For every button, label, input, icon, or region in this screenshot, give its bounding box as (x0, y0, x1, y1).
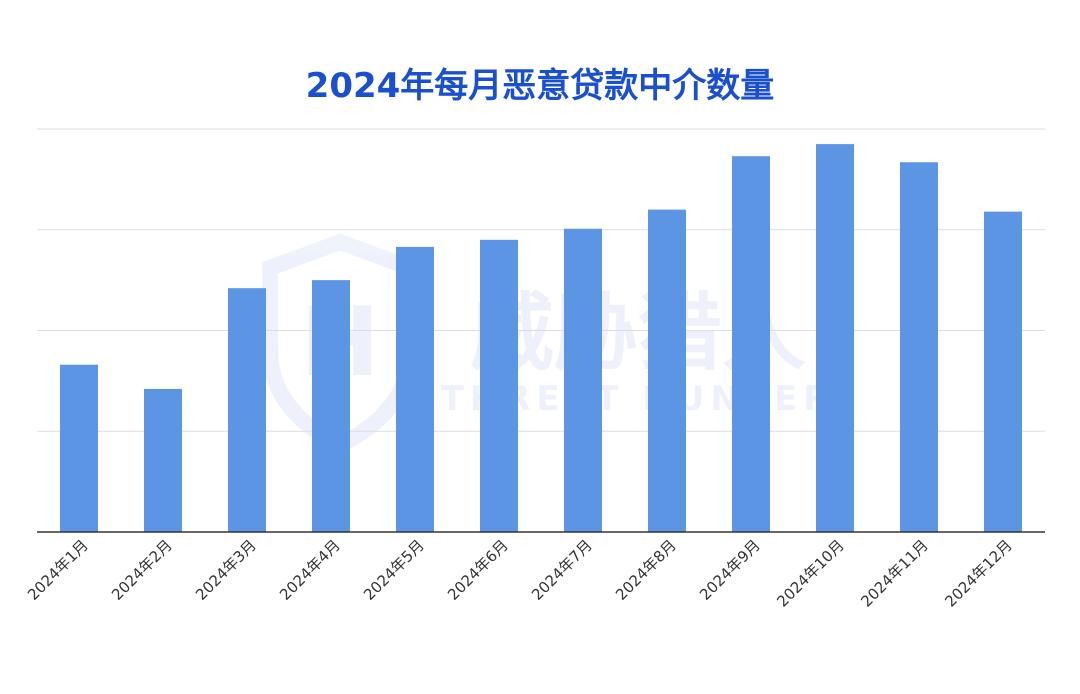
x-tick-label: 2024年11月 (857, 536, 931, 610)
x-tick-label: 2024年10月 (773, 536, 847, 610)
bar-12 (984, 211, 1022, 533)
x-tick-label: 2024年1月 (24, 536, 92, 604)
x-tick-label: 2024年5月 (360, 536, 428, 604)
bar-7 (564, 228, 602, 532)
bar-3 (228, 288, 266, 532)
bar-4 (312, 280, 350, 532)
bar-8 (648, 209, 686, 532)
x-tick-label: 2024年12月 (941, 536, 1015, 610)
x-tick-label: 2024年4月 (276, 536, 344, 604)
bar-2 (144, 388, 182, 532)
x-tick-label: 2024年6月 (444, 536, 512, 604)
bar-1 (60, 364, 98, 532)
x-tick-label: 2024年9月 (696, 536, 764, 604)
bar-10 (816, 144, 854, 533)
chart-title: 2024年每月恶意贷款中介数量 (305, 66, 775, 106)
bar-6 (480, 239, 518, 532)
x-tick-label: 2024年2月 (108, 536, 176, 604)
x-tick-label: 2024年8月 (612, 536, 680, 604)
bar-11 (900, 162, 938, 532)
x-tick-label: 2024年3月 (192, 536, 260, 604)
bar-5 (396, 246, 434, 532)
bar-9 (732, 156, 770, 532)
x-tick-label: 2024年7月 (528, 536, 596, 604)
